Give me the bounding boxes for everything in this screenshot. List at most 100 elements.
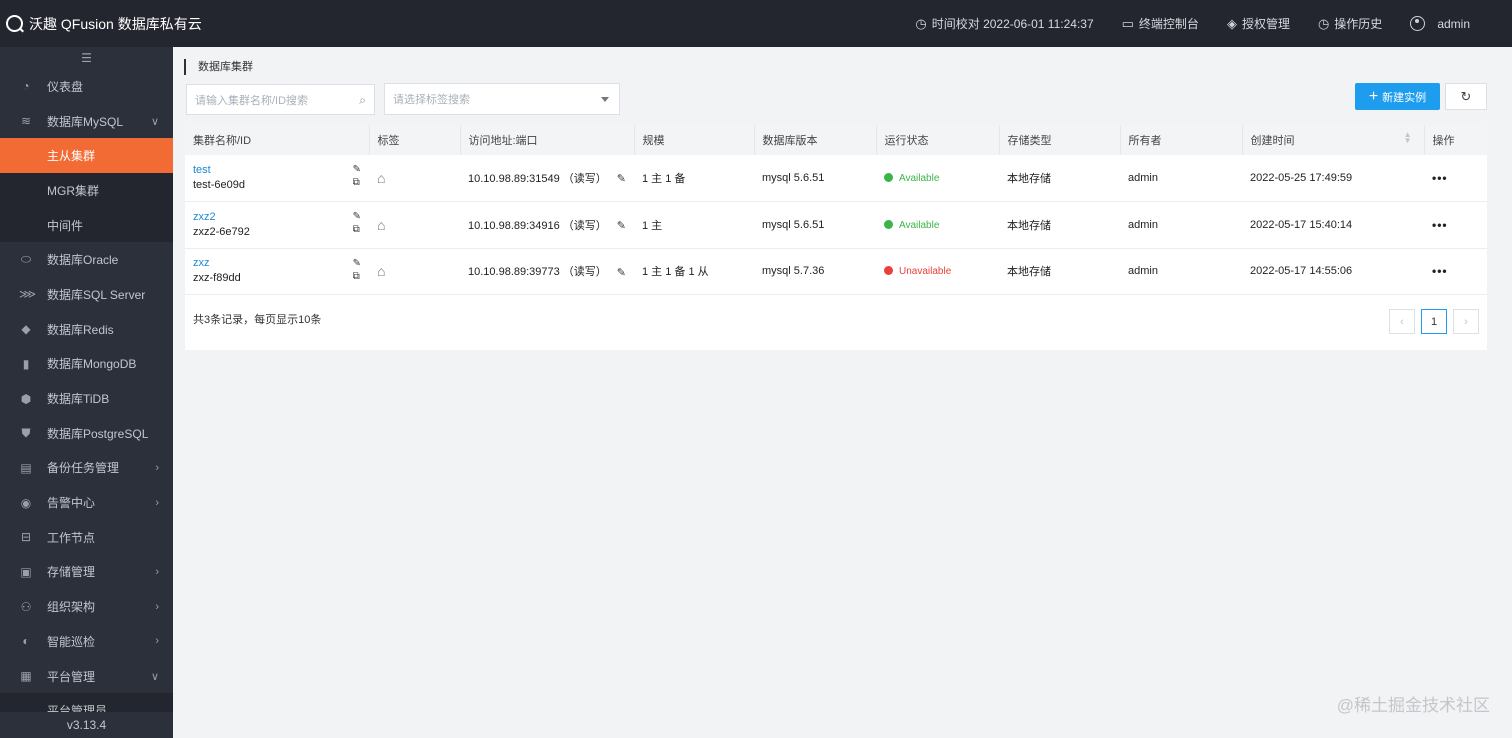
chevron-right-icon: ›	[155, 496, 159, 509]
redis-icon: ◆	[21, 322, 31, 337]
backup-icon: ▤	[20, 460, 32, 475]
cluster-id: zxz2-6e792	[193, 225, 250, 238]
col-created[interactable]: 创建时间 ▲ ▼	[1241, 125, 1424, 155]
access-address: 10.10.98.89:31549 （读写）	[468, 173, 607, 185]
chevron-down-icon: ∨	[150, 115, 159, 128]
more-actions-button[interactable]: •••	[1432, 171, 1448, 185]
collapse-menu-icon[interactable]: ☰	[81, 51, 92, 65]
sidebar-item-postgresql[interactable]: ⛊ 数据库PostgreSQL	[0, 416, 173, 451]
prev-page-button[interactable]: ‹	[1389, 309, 1415, 334]
refresh-button[interactable]: ↻	[1445, 83, 1487, 110]
table-header: 集群名称/ID 标签 访问地址:端口 规模 数据库版本 运行状态 存储类型 所有…	[185, 125, 1487, 155]
brand[interactable]: 沃趣 QFusion 数据库私有云	[0, 14, 202, 34]
cluster-name-link[interactable]: test	[193, 164, 211, 176]
node-icon: ⊟	[20, 530, 32, 545]
sidebar-item-middleware[interactable]: 中间件	[0, 207, 173, 243]
cluster-id: test-6e09d	[193, 179, 245, 191]
search-input[interactable]: 请输入集群名称/ID搜索 ⌕	[186, 84, 375, 115]
history-label: 操作历史	[1334, 17, 1383, 31]
sidebar-item-tidb[interactable]: ⬢ 数据库TiDB	[0, 381, 173, 416]
terminal-console-button[interactable]: ▭ 终端控制台	[1122, 15, 1199, 32]
tag-icon[interactable]: ⌂	[377, 263, 386, 280]
tag-icon[interactable]: ⌂	[377, 216, 386, 233]
edit-icon[interactable]: ✎	[352, 257, 361, 269]
sidebar-item-label: MGR集群	[47, 183, 99, 198]
col-actions: 操作	[1423, 125, 1487, 155]
edit-icon[interactable]: ✎	[616, 220, 626, 232]
external-link-icon[interactable]: ⧉	[352, 270, 360, 282]
owner: admin	[1128, 218, 1158, 231]
next-page-button[interactable]: ›	[1453, 309, 1479, 334]
external-link-icon[interactable]: ⧉	[352, 224, 360, 235]
sidebar-item-storage[interactable]: ▣ 存储管理 ›	[0, 555, 173, 590]
created-time: 2022-05-25 17:49:59	[1250, 172, 1353, 184]
status-text: Unavailable	[899, 266, 952, 278]
storage-type: 本地存储	[1007, 266, 1051, 279]
sidebar-item-mysql[interactable]: ≋ 数据库MySQL ∨	[0, 103, 173, 139]
tag-filter-select[interactable]: 请选择标签搜索	[384, 83, 620, 115]
col-name: 集群名称/ID	[193, 135, 252, 147]
sidebar-item-nodes[interactable]: ⊟ 工作节点	[0, 520, 173, 555]
status-text: Available	[899, 173, 940, 184]
sidebar-item-platform[interactable]: ▦ 平台管理 ∨	[0, 659, 173, 694]
sidebar-item-redis[interactable]: ◆ 数据库Redis	[0, 312, 173, 347]
new-instance-button[interactable]: + 新建实例	[1355, 83, 1440, 110]
col-storage: 存储类型	[998, 125, 1120, 155]
cluster-name-link[interactable]: zxz2	[193, 210, 216, 223]
sidebar-item-label: 数据库PostgreSQL	[47, 426, 149, 441]
scale: 1 主 1 备 1 从	[642, 266, 709, 279]
page-1-button[interactable]: 1	[1421, 309, 1447, 334]
history-button[interactable]: ◷ 操作历史	[1318, 15, 1382, 32]
user-menu[interactable]: admin	[1410, 16, 1470, 31]
col-tags: 标签	[368, 125, 460, 155]
db-version: mysql 5.6.51	[762, 172, 825, 184]
sidebar-item-label: 告警中心	[47, 496, 96, 511]
platform-icon: ▦	[20, 669, 32, 684]
sidebar-item-label: 存储管理	[47, 565, 96, 580]
edit-icon[interactable]: ✎	[616, 173, 626, 185]
sidebar-item-org[interactable]: ⚇ 组织架构 ›	[0, 589, 173, 624]
top-bar: 沃趣 QFusion 数据库私有云 ◷ 时间校对 2022-06-01 11:2…	[0, 0, 1512, 47]
edit-icon[interactable]: ✎	[352, 211, 361, 222]
tag-icon[interactable]: ⌂	[377, 170, 386, 186]
license-button[interactable]: ◈ 授权管理	[1227, 15, 1290, 32]
sidebar-item-label: 数据库MongoDB	[47, 357, 137, 372]
sidebar-item-master-slave[interactable]: 主从集群	[0, 138, 173, 174]
time-sync[interactable]: ◷ 时间校对 2022-06-01 11:24:37	[915, 15, 1093, 32]
table-row: test test-6e09d ✎ ⧉ ⌂ 10.10.98.89:31549 （…	[185, 155, 1487, 202]
edit-icon[interactable]: ✎	[352, 164, 361, 175]
alarm-icon: ◉	[20, 495, 32, 510]
edit-icon[interactable]: ✎	[616, 266, 626, 279]
sidebar-item-label: 备份任务管理	[47, 461, 120, 476]
more-actions-button[interactable]: •••	[1432, 217, 1448, 232]
sidebar-item-label: 组织架构	[47, 600, 96, 615]
external-link-icon[interactable]: ⧉	[352, 177, 360, 188]
sidebar-item-backup[interactable]: ▤ 备份任务管理 ›	[0, 451, 173, 486]
search-icon[interactable]: ⌕	[359, 93, 366, 107]
sidebar-item-sqlserver[interactable]: ⋙ 数据库SQL Server	[0, 277, 173, 312]
refresh-icon: ↻	[1460, 88, 1472, 104]
cluster-table-panel: 集群名称/ID 标签 访问地址:端口 规模 数据库版本 运行状态 存储类型 所有…	[185, 125, 1487, 350]
sidebar-item-mgr[interactable]: MGR集群	[0, 173, 173, 208]
more-actions-button[interactable]: •••	[1432, 264, 1448, 279]
sidebar-item-oracle[interactable]: ⬭ 数据库Oracle	[0, 242, 173, 277]
sidebar-item-dashboard[interactable]: ◔ 仪表盘	[0, 69, 173, 104]
cluster-name-link[interactable]: zxz	[193, 257, 210, 270]
postgresql-icon: ⛊	[21, 425, 31, 440]
mongodb-icon: ▮	[22, 356, 30, 371]
clock-icon: ◷	[915, 15, 927, 31]
org-icon: ⚇	[20, 599, 32, 614]
owner: admin	[1128, 172, 1158, 184]
mysql-icon: ≋	[20, 114, 32, 129]
sort-icon[interactable]: ▲ ▼	[1403, 130, 1412, 145]
sidebar-item-mongodb[interactable]: ▮ 数据库MongoDB	[0, 347, 173, 382]
status-dot	[884, 219, 893, 229]
chevron-right-icon: ›	[155, 565, 159, 578]
user-icon	[1410, 16, 1426, 31]
caret-down-icon	[601, 97, 609, 102]
col-scale: 规模	[633, 125, 754, 155]
sidebar-item-alarm[interactable]: ◉ 告警中心 ›	[0, 485, 173, 520]
sidebar-item-label: 仪表盘	[47, 79, 84, 94]
sidebar-item-inspect[interactable]: ◐ 智能巡检 ›	[0, 624, 173, 659]
status-dot	[884, 266, 893, 276]
